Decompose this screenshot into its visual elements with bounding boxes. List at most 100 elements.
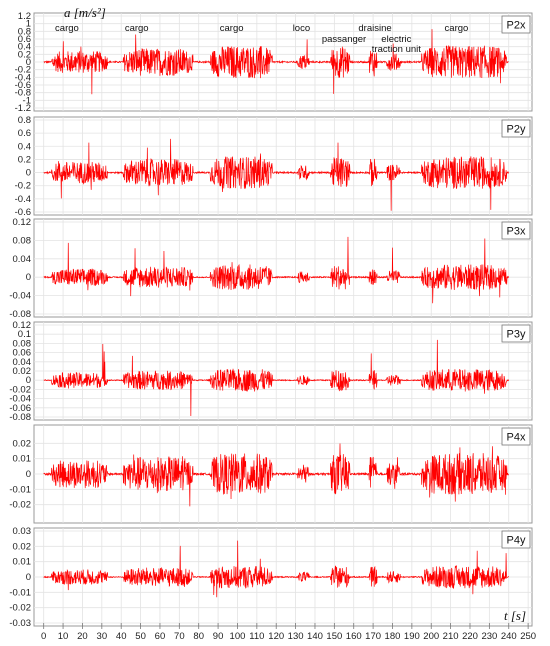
y-tick-label: -0.4 (15, 72, 31, 83)
y-tick-label: 0.01 (13, 557, 32, 568)
x-tick-label: 40 (116, 631, 127, 642)
x-tick-label: 90 (213, 631, 224, 642)
y-tick-label: -0.2 (15, 65, 31, 76)
panel-label: P2y (507, 124, 526, 136)
x-tick-label: 160 (346, 631, 362, 642)
y-tick-label: 0.03 (13, 526, 32, 537)
x-tick-label: 60 (155, 631, 166, 642)
panel-p4y: -0.03 -0.02 -0.01 0 0.01 0.02 0.03 P4y (9, 526, 533, 629)
y-tick-label: 0.6 (18, 128, 31, 139)
signal-line-p4x (43, 443, 509, 507)
x-tick-label: 80 (193, 631, 204, 642)
x-tick-label: 200 (423, 631, 439, 642)
y-tick-label: 1 (26, 19, 31, 30)
y-tick-label: 0.02 (13, 438, 32, 449)
annotations-layer: cargo cargo cargo loco passangerdraisineelec… (55, 23, 468, 55)
x-tick-label: 220 (462, 631, 478, 642)
y-tick-label: -0.06 (9, 403, 31, 414)
y-tick-label: -0.01 (9, 587, 31, 598)
x-axis-title: t [s] (504, 608, 526, 623)
y-tick-label: -1.2 (15, 103, 31, 114)
x-tick-label: 70 (174, 631, 185, 642)
y-tick-label: -0.02 (9, 603, 31, 614)
annotation-label: passanger (322, 34, 366, 45)
x-tick-label: 50 (135, 631, 146, 642)
panel-p3y: -0.08-0.06-0.04-0.0200.020.040.060.080.1… (9, 320, 533, 423)
panel-label-box (501, 15, 531, 34)
x-tick-label: 250 (520, 631, 536, 642)
x-tick-label: 10 (58, 631, 69, 642)
y-axis-title: a [m/s²] (64, 5, 106, 20)
x-tick-label: 170 (365, 631, 381, 642)
panel-label-box (501, 427, 531, 446)
y-tick-label: 0 (26, 168, 31, 179)
y-tick-label: -0.04 (9, 291, 31, 302)
panel-label: P4y (507, 535, 526, 547)
y-tick-label: 0.08 (13, 338, 32, 349)
y-tick-label: -0.08 (9, 412, 31, 423)
annotation-label: cargo (55, 23, 79, 34)
y-tick-label: -0.02 (9, 384, 31, 395)
y-tick-label: 1.2 (18, 11, 31, 22)
x-tick-label: 130 (288, 631, 304, 642)
y-tick-label: 0 (26, 572, 31, 583)
y-tick-label: 0.08 (13, 235, 32, 246)
annotation-label: loco (293, 23, 310, 34)
annotation-label: traction unit (372, 44, 421, 55)
annotation-label: draisine (358, 23, 391, 34)
y-tick-label: 0 (26, 375, 31, 386)
x-tick-label: 150 (326, 631, 342, 642)
y-tick-label: 0.2 (18, 49, 31, 60)
signal-line-p3y (43, 339, 510, 416)
y-tick-label: 0.2 (18, 154, 31, 165)
y-tick-label: 0.02 (13, 366, 32, 377)
signal-line-p2x (43, 29, 509, 95)
y-tick-label: -0.6 (15, 207, 31, 218)
panel-p2y: -0.6 -0.4 -0.2 0 0.2 0.4 0.6 0.8 P2y (15, 115, 533, 218)
y-tick-label: 0.12 (13, 217, 32, 228)
annotation-label: electric (381, 34, 411, 45)
signal-line-p2y (43, 138, 509, 211)
x-tick-label: 140 (307, 631, 323, 642)
annotation-label: cargo (125, 23, 149, 34)
x-tick-label: 210 (443, 631, 459, 642)
panel-p2x: -1.2-1-0.8-0.6-0.4-0.200.20.40.60.811.2 P… (15, 11, 533, 114)
y-tick-label: 0.04 (13, 357, 32, 368)
y-tick-label: 0.04 (13, 254, 32, 265)
panel-label-box (501, 530, 531, 549)
y-tick-label: 0 (26, 469, 31, 480)
panel-label-box (501, 119, 531, 138)
x-tick-label: 110 (249, 631, 264, 642)
x-tick-label: 120 (268, 631, 284, 642)
y-tick-label: -0.08 (9, 309, 31, 320)
x-tick-label: 100 (230, 631, 246, 642)
y-tick-label: 0 (26, 57, 31, 68)
panel-label: P3x (507, 226, 526, 238)
y-tick-label: 0.02 (13, 541, 32, 552)
x-axis: 0 10 20 30 40 50 60 70 80 90 100 110 120 130 140 150 160… (34, 623, 536, 642)
panel-p4x: -0.02 -0.01 0 0.01 0.02 P4x (9, 424, 533, 524)
signal-line-p3x (43, 236, 510, 304)
signal-line-p4y (43, 540, 509, 598)
y-tick-label: 0.4 (18, 42, 31, 53)
y-tick-label: 0.8 (18, 115, 31, 126)
y-tick-label: -0.01 (9, 484, 31, 495)
x-tick-label: 240 (501, 631, 517, 642)
annotation-label: cargo (445, 23, 469, 34)
y-tick-label: 0.1 (18, 329, 31, 340)
y-tick-label: 0.01 (13, 454, 32, 465)
y-tick-label: -1 (23, 95, 31, 106)
y-tick-label: -0.4 (15, 194, 31, 205)
panel-frame (33, 218, 533, 318)
panel-p3x: -0.08 -0.04 0 0.04 0.08 0.12 P3x (9, 217, 533, 320)
y-tick-label: 0.6 (18, 34, 31, 45)
x-tick-label: 230 (481, 631, 497, 642)
panel-label: P4x (507, 432, 526, 444)
y-tick-label: 0.12 (13, 320, 32, 331)
panel-label: P2x (507, 20, 526, 32)
y-tick-label: -0.02 (9, 500, 31, 511)
y-tick-label: 0.4 (18, 141, 31, 152)
x-tick-label: 20 (77, 631, 88, 642)
y-tick-label: -0.2 (15, 181, 31, 192)
